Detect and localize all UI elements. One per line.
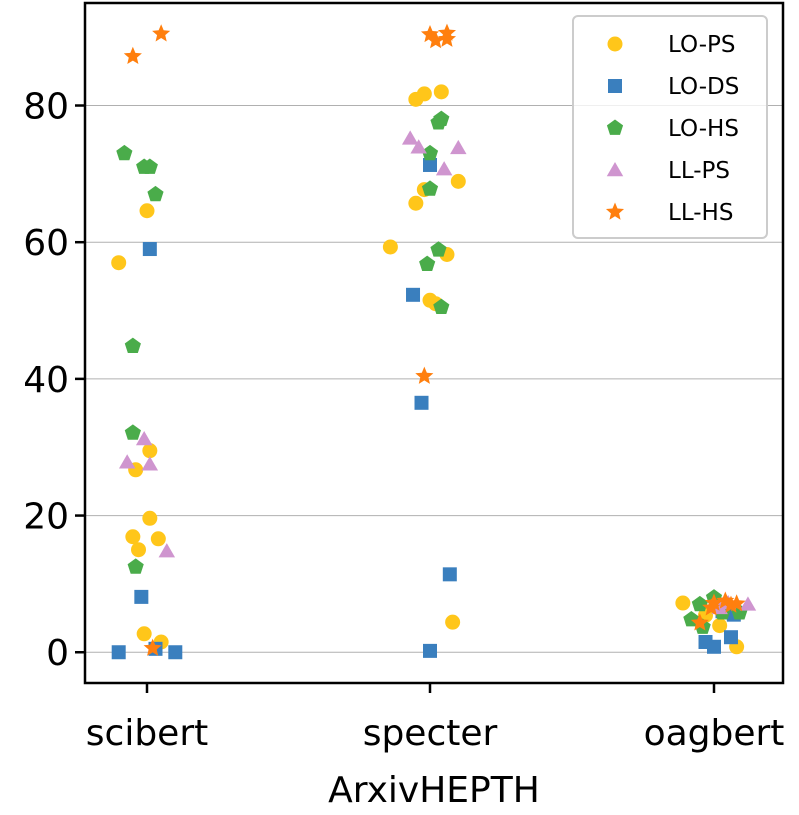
point-lo-ps xyxy=(131,542,147,558)
point-lo-hs xyxy=(433,298,450,314)
point-ll-hs xyxy=(727,594,746,612)
point-lo-ps xyxy=(142,443,158,459)
point-lo-ps xyxy=(136,626,152,642)
point-lo-ds xyxy=(111,645,126,660)
y-tick-label: 60 xyxy=(23,223,69,264)
point-ll-hs xyxy=(690,613,709,631)
point-ll-ps xyxy=(141,456,159,471)
point-lo-hs xyxy=(421,180,439,196)
legend-label-ll-ps: LL-PS xyxy=(668,158,730,184)
point-ll-hs xyxy=(143,638,162,656)
point-lo-ps xyxy=(150,531,166,547)
point-lo-hs xyxy=(124,424,141,440)
point-lo-ps xyxy=(712,618,728,634)
point-ll-ps xyxy=(410,139,427,154)
point-lo-ps xyxy=(416,86,432,102)
point-lo-ps xyxy=(675,595,691,611)
y-tick-label: 80 xyxy=(23,87,69,128)
y-tick-label: 0 xyxy=(46,633,69,674)
x-tick-label: scibert xyxy=(86,713,208,754)
point-lo-hs xyxy=(421,144,439,161)
x-tick-label: oagbert xyxy=(644,713,785,754)
point-lo-ps xyxy=(445,614,461,630)
point-lo-hs xyxy=(127,558,144,574)
point-lo-ds xyxy=(707,639,721,654)
legend-box xyxy=(572,15,768,239)
x-axis-ticks: scibert specter oagbert xyxy=(86,683,785,754)
point-ll-ps xyxy=(450,139,467,155)
point-lo-ds xyxy=(423,643,437,658)
point-lo-hs xyxy=(430,114,447,130)
point-ll-hs xyxy=(415,366,434,384)
point-ll-ps xyxy=(118,454,136,469)
plot-frame xyxy=(83,1,785,685)
y-axis-ticks: 0 20 40 60 80 xyxy=(23,87,85,674)
point-lo-hs xyxy=(430,241,447,257)
legend-marker-lo-ds xyxy=(608,79,622,93)
point-lo-ds xyxy=(723,630,738,645)
point-ll-hs xyxy=(152,24,171,42)
legend: LO-PS LO-DS LO-HS LL-PS LL-HS xyxy=(572,15,768,239)
point-lo-ds xyxy=(134,589,149,604)
point-lo-hs xyxy=(124,337,141,353)
grid-lines xyxy=(85,105,783,653)
point-ll-ps xyxy=(739,596,757,611)
legend-marker-lo-hs xyxy=(606,119,624,135)
point-ll-hs xyxy=(426,31,445,49)
point-lo-hs xyxy=(116,144,133,161)
point-lo-ps xyxy=(433,84,449,100)
x-axis-title: ArxivHEPTH xyxy=(328,770,540,811)
point-lo-ps xyxy=(111,255,127,271)
y-tick-label: 20 xyxy=(23,497,69,538)
point-lo-hs xyxy=(691,595,708,612)
point-lo-hs xyxy=(141,158,158,174)
point-lo-ps xyxy=(408,195,424,211)
point-lo-hs xyxy=(147,185,164,202)
point-lo-ps xyxy=(142,510,158,526)
x-tick-label: specter xyxy=(363,713,498,754)
point-ll-ps xyxy=(158,543,176,558)
legend-marker-ll-ps xyxy=(606,162,624,177)
point-lo-ds xyxy=(142,242,157,257)
point-lo-ds xyxy=(442,567,457,582)
point-ll-hs xyxy=(437,29,457,47)
point-ll-ps xyxy=(135,431,153,446)
legend-label-lo-ds: LO-DS xyxy=(668,74,739,100)
point-ll-ps xyxy=(435,161,453,176)
point-lo-ps xyxy=(382,239,398,255)
legend-marker-ll-hs xyxy=(605,202,625,220)
legend-label-lo-ps: LO-PS xyxy=(668,32,736,58)
legend-label-lo-hs: LO-HS xyxy=(668,116,739,142)
point-lo-ds xyxy=(406,287,421,302)
point-lo-ds xyxy=(423,157,437,172)
point-ll-ps xyxy=(401,130,419,145)
point-lo-ps xyxy=(139,203,155,219)
point-lo-ps xyxy=(450,173,466,189)
data-points xyxy=(111,23,757,660)
legend-label-ll-hs: LL-HS xyxy=(668,200,733,226)
point-ll-hs xyxy=(702,598,721,616)
point-lo-ds xyxy=(168,645,183,660)
y-tick-label: 40 xyxy=(23,360,69,401)
legend-marker-lo-ps xyxy=(607,36,623,52)
point-lo-ps xyxy=(125,529,141,545)
point-lo-hs xyxy=(419,255,436,271)
point-ll-hs xyxy=(123,46,142,64)
point-lo-ds xyxy=(414,395,429,410)
